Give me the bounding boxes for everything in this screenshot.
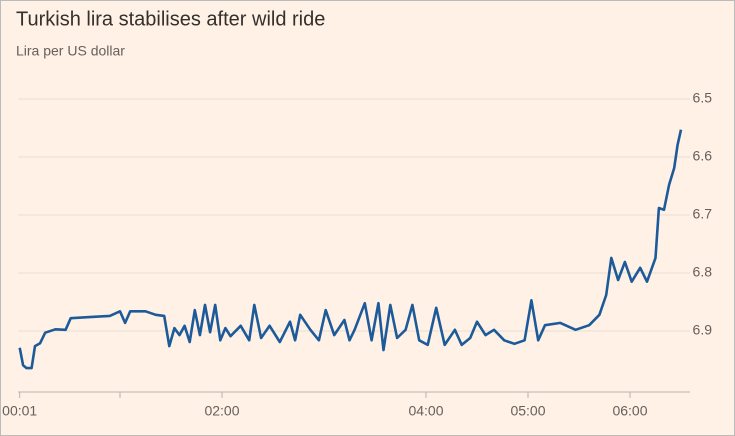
y-tick-label: 6.8 (693, 264, 713, 280)
y-tick-label: 6.5 (693, 90, 713, 106)
line-series (18, 129, 683, 370)
x-tick-label: 02:00 (204, 403, 239, 419)
y-tick-label: 6.7 (693, 206, 713, 222)
x-tick-label: 00:01 (2, 403, 37, 419)
y-tick-label: 6.9 (693, 322, 713, 338)
x-tick-label: 06:00 (612, 403, 647, 419)
chart-title: Turkish lira stabilises after wild ride (16, 8, 325, 30)
y-tick-label: 6.6 (693, 148, 713, 164)
x-tick-label: 04:00 (408, 403, 443, 419)
chart-subtitle: Lira per US dollar (16, 43, 125, 59)
x-tick-label: 05:00 (510, 403, 545, 419)
